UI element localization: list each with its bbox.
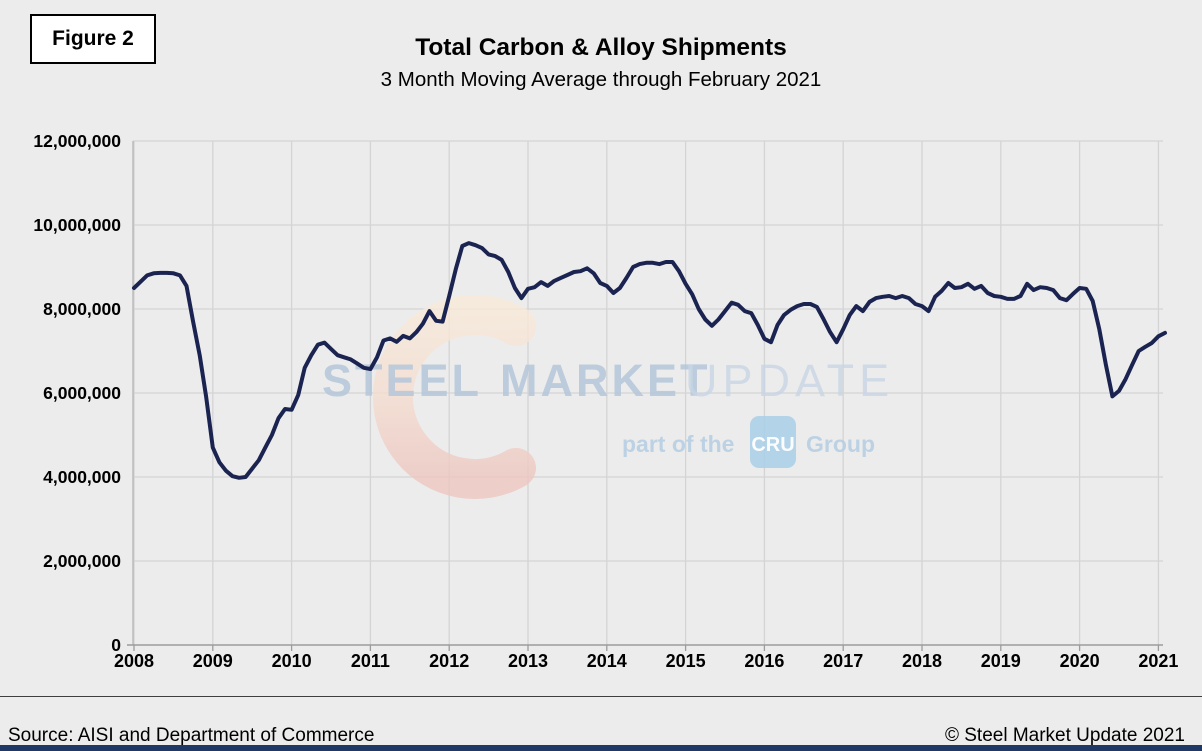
copyright-text: © Steel Market Update 2021 — [944, 725, 1185, 746]
x-axis-tick-label: 2012 — [429, 651, 469, 671]
chart-title: Total Carbon & Alloy Shipments — [415, 34, 787, 61]
watermark-market: MARKET — [500, 355, 710, 406]
watermark-steel: STEEL — [322, 355, 482, 406]
smu-crescent-logo — [372, 295, 536, 499]
x-axis-tick-label: 2010 — [272, 651, 312, 671]
y-axis-tick-label: 8,000,000 — [43, 299, 121, 319]
bottom-accent-bar — [0, 745, 1202, 751]
y-axis-tick-label: 4,000,000 — [43, 467, 121, 487]
y-axis-tick-label: 2,000,000 — [43, 551, 121, 571]
watermark-part-of-the: part of the — [622, 431, 734, 457]
y-axis-tick-label: 6,000,000 — [43, 383, 121, 403]
cru-logo-box — [750, 416, 796, 468]
cru-logo-text: CRU — [751, 434, 794, 456]
y-axis-tick-label: 12,000,000 — [33, 131, 121, 151]
x-axis-tick-label: 2009 — [193, 651, 233, 671]
watermark: STEEL MARKET UPDATE part of the CRU Grou… — [322, 295, 894, 499]
axis-label-layer: 0 2,000,000 4,000,000 6,000,000 8,000,000 10,… — [33, 131, 1178, 671]
shipments-line — [132, 241, 1167, 480]
x-axis-tick-label: 2011 — [351, 651, 390, 671]
y-axis-tick-label: 0 — [111, 635, 121, 655]
x-axis-tick-label: 2021 — [1138, 651, 1178, 671]
x-axis-tick-label: 2019 — [981, 651, 1021, 671]
x-axis-tick-label: 2013 — [508, 651, 548, 671]
grid-layer — [127, 140, 1163, 651]
figure-label: Figure 2 — [30, 14, 156, 64]
x-axis-tick-label: 2016 — [744, 651, 784, 671]
x-axis-tick-label: 2014 — [587, 651, 627, 671]
source-text: Source: AISI and Department of Commerce — [8, 725, 375, 746]
series-layer — [132, 241, 1167, 480]
watermark-update: UPDATE — [685, 355, 894, 406]
y-axis-tick-label: 10,000,000 — [33, 215, 121, 235]
footer-separator — [0, 696, 1202, 697]
x-axis-tick-label: 2020 — [1060, 651, 1100, 671]
x-axis-tick-label: 2017 — [823, 651, 863, 671]
x-axis-tick-label: 2018 — [902, 651, 942, 671]
watermark-group: Group — [806, 431, 875, 457]
x-axis-tick-label: 2008 — [114, 651, 154, 671]
x-axis-tick-label: 2015 — [666, 651, 706, 671]
chart-subtitle: 3 Month Moving Average through February … — [380, 68, 822, 91]
